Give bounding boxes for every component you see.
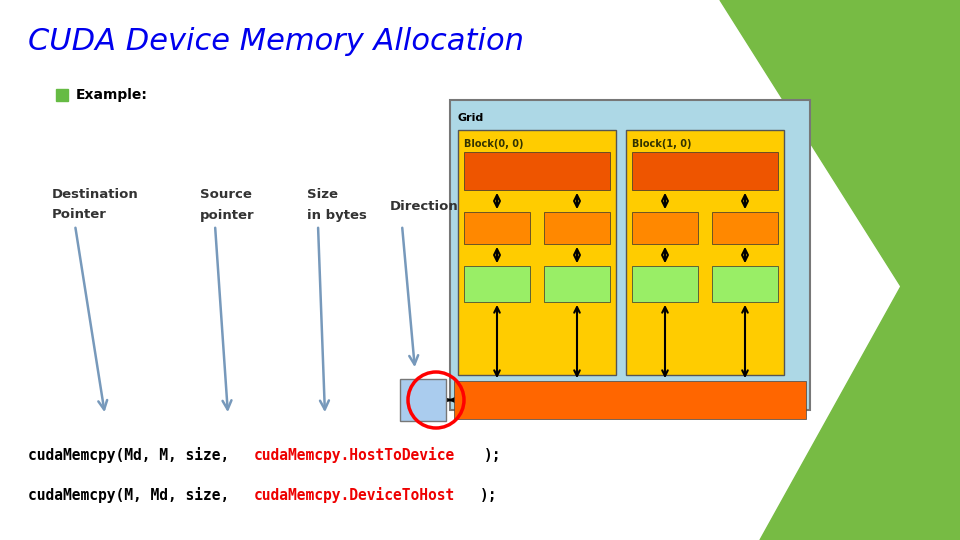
Text: Block(0, 0): Block(0, 0) <box>464 139 523 149</box>
FancyBboxPatch shape <box>464 152 610 190</box>
FancyBboxPatch shape <box>712 266 778 302</box>
Polygon shape <box>720 0 960 380</box>
Text: pointer: pointer <box>200 208 254 221</box>
Text: Pointer: Pointer <box>52 208 107 221</box>
Text: Registers: Registers <box>479 224 515 233</box>
FancyBboxPatch shape <box>450 100 810 410</box>
Text: Example:: Example: <box>76 88 148 102</box>
Text: );: ); <box>480 488 497 503</box>
FancyBboxPatch shape <box>454 381 806 419</box>
FancyBboxPatch shape <box>712 212 778 244</box>
Text: Thread(1, 0): Thread(1, 0) <box>723 281 767 287</box>
Text: Registers: Registers <box>647 224 683 233</box>
FancyBboxPatch shape <box>464 266 530 302</box>
FancyBboxPatch shape <box>400 379 446 421</box>
FancyBboxPatch shape <box>632 266 698 302</box>
Text: cudaMemcpy.HostToDevice: cudaMemcpy.HostToDevice <box>254 447 455 463</box>
Text: Source: Source <box>200 188 252 201</box>
Text: in bytes: in bytes <box>307 208 367 221</box>
Text: Registers: Registers <box>559 224 595 233</box>
Polygon shape <box>820 0 960 160</box>
Text: Shared Memory: Shared Memory <box>501 166 573 176</box>
Text: Size: Size <box>307 188 338 201</box>
FancyBboxPatch shape <box>458 130 616 375</box>
FancyBboxPatch shape <box>464 212 530 244</box>
Text: Thread(1, 0): Thread(1, 0) <box>555 281 599 287</box>
Text: Host: Host <box>411 395 436 405</box>
Text: Thread(0, 0): Thread(0, 0) <box>643 281 686 287</box>
FancyBboxPatch shape <box>632 212 698 244</box>
Text: Global
Memory: Global Memory <box>468 390 499 410</box>
Text: Thread(0, 0): Thread(0, 0) <box>475 281 518 287</box>
FancyBboxPatch shape <box>544 212 610 244</box>
Text: Destination: Destination <box>52 188 139 201</box>
Text: cudaMemcpy(Md, M, size,: cudaMemcpy(Md, M, size, <box>28 447 238 463</box>
FancyBboxPatch shape <box>632 152 778 190</box>
Polygon shape <box>830 320 960 540</box>
Text: Grid: Grid <box>458 113 484 123</box>
Polygon shape <box>760 180 960 540</box>
Text: cudaMemcpy.DeviceToHost: cudaMemcpy.DeviceToHost <box>254 487 455 503</box>
Text: Registers: Registers <box>727 224 763 233</box>
Text: Block(1, 0): Block(1, 0) <box>632 139 691 149</box>
Text: CUDA Device Memory Allocation: CUDA Device Memory Allocation <box>28 28 524 57</box>
Text: );: ); <box>484 448 501 462</box>
Text: Direction: Direction <box>390 200 459 213</box>
FancyBboxPatch shape <box>626 130 784 375</box>
Text: cudaMemcpy(M, Md, size,: cudaMemcpy(M, Md, size, <box>28 487 238 503</box>
Text: Shared Memory: Shared Memory <box>669 166 741 176</box>
FancyBboxPatch shape <box>544 266 610 302</box>
